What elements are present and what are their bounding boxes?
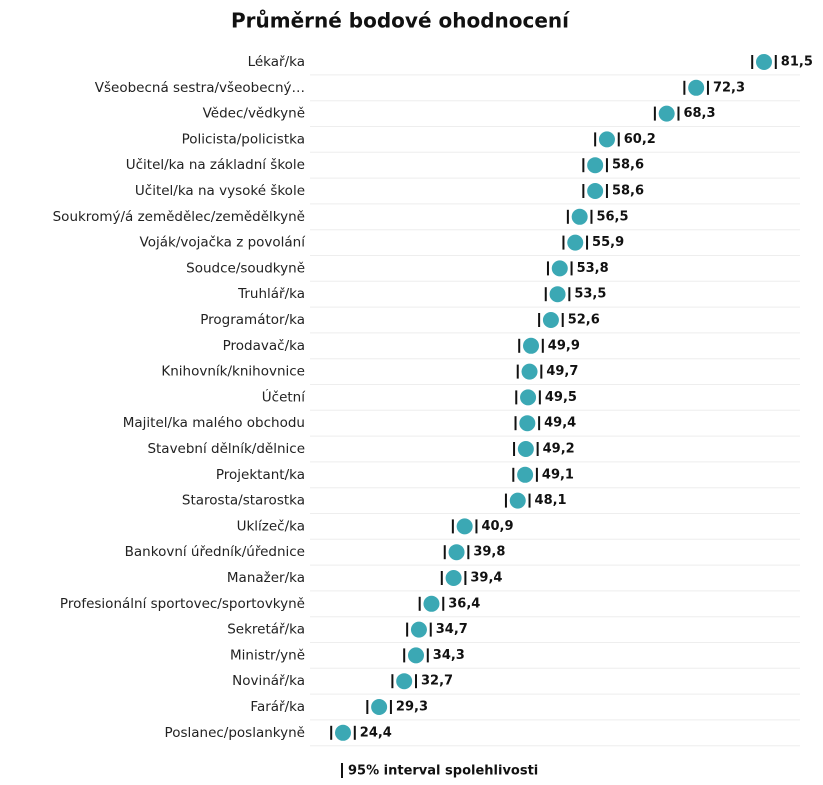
dot xyxy=(549,286,566,303)
value-label: 49,4 xyxy=(544,416,576,431)
dot xyxy=(410,621,427,638)
dot xyxy=(587,157,604,174)
value-label: 49,5 xyxy=(545,390,577,405)
category-label: Učitel/ka na základní škole xyxy=(126,157,305,173)
category-label: Sekretář/ka xyxy=(227,622,305,638)
dot xyxy=(520,389,537,406)
dot xyxy=(688,79,705,96)
category-label: Vědec/vědkyně xyxy=(203,106,305,122)
value-label: 32,7 xyxy=(421,674,453,689)
category-label: Lékař/ka xyxy=(248,54,305,70)
category-label: Manažer/ka xyxy=(227,570,305,586)
dot xyxy=(551,260,568,277)
category-label: Policista/policistka xyxy=(182,131,305,147)
value-label: 81,5 xyxy=(781,55,813,70)
dot xyxy=(542,312,559,328)
value-label: 48,1 xyxy=(535,493,567,508)
value-label: 39,8 xyxy=(473,545,505,560)
category-label: Novinář/ka xyxy=(232,673,305,689)
value-label: 49,2 xyxy=(543,442,575,457)
category-label: Soukromý/á zemědělec/zemědělkyně xyxy=(53,209,305,225)
category-label: Všeobecná sestra/všeobecný… xyxy=(95,80,305,96)
category-label: Ministr/yně xyxy=(230,647,305,663)
dot xyxy=(396,673,413,690)
category-label: Starosta/starostka xyxy=(182,493,305,509)
dot xyxy=(517,441,534,457)
value-label: 60,2 xyxy=(624,132,656,147)
value-label: 58,6 xyxy=(612,184,644,199)
value-label: 52,6 xyxy=(568,313,600,328)
chart-title: Průměrné bodové ohodnocení xyxy=(231,9,570,33)
dot xyxy=(509,492,526,509)
category-label: Soudce/soudkyně xyxy=(186,260,305,276)
dot xyxy=(519,415,536,432)
dot xyxy=(407,647,424,664)
dot xyxy=(521,363,538,380)
dot xyxy=(456,518,473,535)
category-label: Knihovník/knihovnice xyxy=(161,364,305,380)
value-label: 40,9 xyxy=(481,519,513,534)
dot xyxy=(371,699,388,715)
dot xyxy=(571,208,588,225)
value-label: 72,3 xyxy=(713,80,745,95)
category-label: Účetní xyxy=(262,387,306,405)
value-label: 39,4 xyxy=(470,571,502,586)
dot xyxy=(517,466,534,483)
value-label: 34,3 xyxy=(433,648,465,663)
dot xyxy=(598,131,615,148)
value-label: 58,6 xyxy=(612,158,644,173)
value-label: 49,7 xyxy=(546,364,578,379)
category-label: Voják/vojačka z povolání xyxy=(140,235,307,251)
value-label: 29,3 xyxy=(396,700,428,715)
dot xyxy=(523,337,540,354)
value-label: 56,5 xyxy=(596,209,628,224)
value-label: 49,9 xyxy=(548,338,580,353)
category-label: Poslanec/poslankyně xyxy=(165,725,305,741)
category-label: Truhlář/ka xyxy=(237,286,305,302)
value-label: 53,5 xyxy=(574,287,606,302)
category-label: Farář/ka xyxy=(250,699,305,715)
dot xyxy=(658,105,675,122)
dot xyxy=(756,54,772,70)
dot xyxy=(448,544,465,561)
category-label: Bankovní úředník/úřednice xyxy=(125,544,305,560)
dot xyxy=(587,183,604,199)
value-label: 49,1 xyxy=(542,467,574,482)
category-label: Programátor/ka xyxy=(200,312,305,328)
dot xyxy=(423,595,440,612)
value-label: 24,4 xyxy=(360,725,392,740)
category-label: Majitel/ka malého obchodu xyxy=(123,415,305,431)
legend-label: 95% interval spolehlivosti xyxy=(348,764,538,779)
dot xyxy=(335,724,351,741)
category-label: Projektant/ka xyxy=(216,467,305,483)
dot xyxy=(445,570,462,586)
value-label: 34,7 xyxy=(436,622,468,637)
category-label: Učitel/ka na vysoké škole xyxy=(135,183,305,199)
value-label: 53,8 xyxy=(577,261,609,276)
category-label: Uklízeč/ka xyxy=(237,518,305,534)
category-label: Stavební dělník/dělnice xyxy=(147,441,305,457)
value-label: 36,4 xyxy=(448,596,480,611)
dot xyxy=(567,234,584,251)
category-label: Profesionální sportovec/sportovkyně xyxy=(60,596,305,612)
value-label: 55,9 xyxy=(592,235,624,250)
value-label: 68,3 xyxy=(683,106,715,121)
category-label: Prodavač/ka xyxy=(223,338,305,354)
